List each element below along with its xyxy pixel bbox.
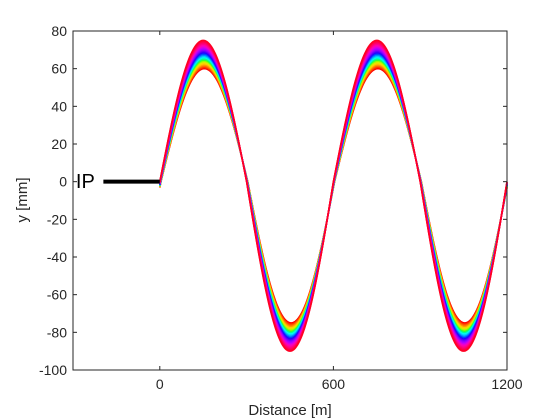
y-tick-label: 0 — [59, 174, 67, 190]
x-tick-label: 0 — [156, 376, 164, 392]
y-tick-label: -80 — [47, 324, 67, 340]
x-axis-title: Distance [m] — [248, 402, 331, 419]
plot-area — [73, 31, 507, 370]
wave-curves — [159, 39, 508, 352]
x-ticks: 0 600 1200 — [156, 31, 523, 392]
y-tick-label: -60 — [47, 287, 67, 303]
y-tick-label: 40 — [51, 98, 67, 114]
x-tick-label: 1200 — [491, 376, 522, 392]
ip-annotation: IP — [76, 171, 95, 193]
y-tick-label: -20 — [47, 211, 67, 227]
x-tick-label: 600 — [322, 376, 346, 392]
y-axis-title: y [mm] — [14, 178, 31, 223]
ip-group: IP — [76, 171, 160, 193]
y-tick-label: -100 — [39, 362, 67, 378]
y-tick-label: 80 — [51, 23, 67, 39]
plot-frame — [72, 30, 508, 371]
y-tick-label: 20 — [51, 136, 67, 152]
y-tick-label: 60 — [51, 61, 67, 77]
y-ticks: -100 -80 -60 -40 -20 0 20 40 60 80 — [39, 23, 507, 378]
y-tick-label: -40 — [47, 249, 67, 265]
wave-curve — [159, 39, 508, 352]
